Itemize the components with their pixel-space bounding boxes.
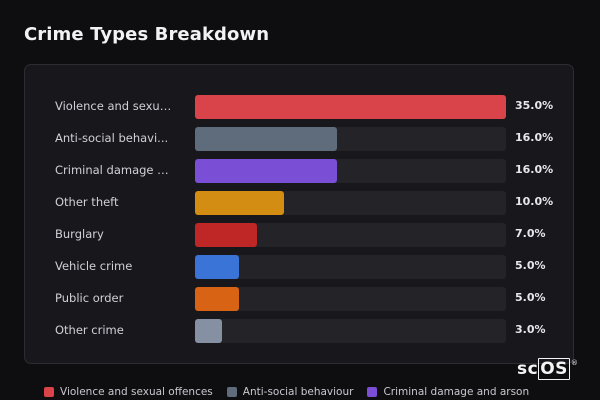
bar-value-label: 3.0% — [515, 323, 546, 336]
chart-card: Violence and sexua... 35.0% Anti-social be… — [24, 64, 574, 364]
legend-swatch — [367, 387, 378, 397]
bar-label: Burglary — [55, 227, 104, 241]
legend-label: Anti-social behaviour — [242, 386, 354, 398]
chart-legend: Violence and sexual offences Anti-social … — [44, 386, 529, 398]
legend-swatch — [44, 387, 54, 397]
logo-boxed-text: OS — [538, 358, 570, 380]
bar-row: Vehicle crime 5.0% — [25, 255, 573, 279]
bar — [195, 319, 222, 343]
bar-track — [195, 191, 506, 215]
bar-track — [195, 255, 506, 279]
legend-label: Violence and sexual offences — [60, 386, 213, 398]
bar-value-label: 35.0% — [515, 99, 554, 112]
bar-row: Other crime 3.0% — [25, 319, 573, 343]
bar-row: Burglary 7.0% — [25, 223, 573, 247]
chart-title: Crime Types Breakdown — [24, 24, 270, 45]
bar-value-label: 5.0% — [515, 259, 546, 272]
bar — [195, 95, 506, 119]
bar-label: Public order — [55, 291, 124, 305]
bar-value-label: 5.0% — [515, 291, 546, 304]
bar-row: Violence and sexua... 35.0% — [25, 95, 573, 119]
bar — [195, 127, 338, 151]
bar — [195, 159, 338, 183]
scos-logo: sc OS ® — [517, 358, 579, 380]
bar-label: Anti-social behavi... — [55, 131, 169, 145]
bar — [195, 287, 240, 311]
bar-track — [195, 223, 506, 247]
bar-value-label: 16.0% — [515, 163, 554, 176]
bar-row: Public order 5.0% — [25, 287, 573, 311]
bar-label: Other theft — [55, 195, 119, 209]
bar — [195, 223, 258, 247]
bar-value-label: 7.0% — [515, 227, 546, 240]
bar-row: Other theft 10.0% — [25, 191, 573, 215]
bar-track — [195, 319, 506, 343]
legend-swatch — [226, 387, 237, 397]
legend-item: Anti-social behaviour — [226, 386, 354, 398]
bar — [195, 191, 284, 215]
legend-label: Criminal damage and arson — [383, 386, 530, 398]
bar-track — [195, 159, 506, 183]
bar-track — [195, 95, 506, 119]
bar — [195, 255, 240, 279]
logo-text: sc — [517, 359, 539, 379]
bar-track — [195, 127, 506, 151]
bar-value-label: 10.0% — [515, 195, 554, 208]
registered-mark: ® — [570, 359, 579, 367]
bar-label: Vehicle crime — [55, 259, 133, 273]
bar-row: Criminal damage an... 16.0% — [25, 159, 573, 183]
bar-label: Criminal damage an... — [55, 163, 175, 177]
legend-item: Criminal damage and arson — [367, 386, 529, 398]
bar-track — [195, 287, 506, 311]
bar-label: Other crime — [55, 323, 124, 337]
bar-value-label: 16.0% — [515, 131, 554, 144]
bar-label: Violence and sexua... — [55, 99, 175, 113]
bar-row: Anti-social behavi... 16.0% — [25, 127, 573, 151]
legend-item: Violence and sexual offences — [44, 386, 213, 398]
